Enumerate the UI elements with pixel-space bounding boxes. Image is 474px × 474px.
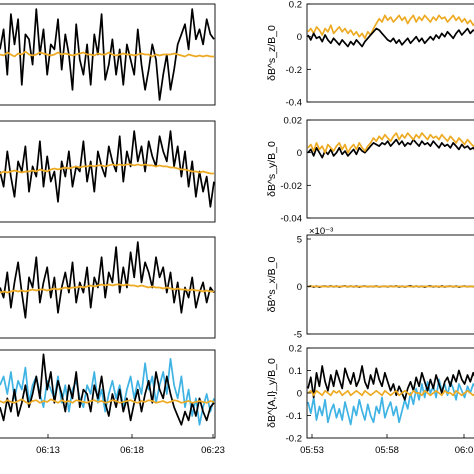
panel-left-3	[0, 236, 216, 339]
y-axis-label: δB^s_z/B_0	[266, 25, 278, 81]
x-tick-label: 06:23	[201, 445, 225, 456]
y-tick-label: -0.1	[286, 411, 302, 422]
y-tick-label: 0	[297, 389, 302, 400]
series-orange-line	[307, 389, 474, 397]
panel-right-2: 0.02 0 -0.02 -0.04 δB^s_y/B_0	[266, 116, 474, 225]
panel-right-4: 0.2 0.1 0 -0.1 -0.2 δB^{A,l}_y/B_0 05:53 05:58 0…	[266, 344, 474, 456]
panel-right-3: 5 0 -5 δB^s_x/B_0 ×10⁻³	[266, 226, 474, 341]
series-orange-line	[0, 283, 214, 294]
plot-frame	[306, 119, 474, 219]
y-tick-label: 0.2	[289, 0, 302, 11]
series-black-line	[307, 138, 474, 159]
axis-exponent-label: ×10⁻³	[309, 226, 333, 237]
series-orange-line	[0, 398, 215, 405]
x-tick-label: 06:0	[455, 445, 474, 456]
x-tick-label: 05:58	[375, 445, 399, 456]
series-black-line	[307, 365, 474, 401]
panel-left-4: 06:13 06:18 06:23	[0, 349, 225, 456]
plot-frame	[306, 3, 474, 103]
y-tick-label: 5	[297, 235, 302, 246]
plot-frame	[0, 236, 216, 339]
y-axis-label: δB^{A,l}_y/B_0	[266, 358, 278, 428]
plot-frame	[0, 349, 216, 439]
y-tick-label: -5	[294, 330, 302, 341]
y-axis-label: δB^s_x/B_0	[266, 256, 278, 312]
y-tick-label: -0.2	[286, 65, 302, 76]
y-tick-label: 0	[297, 148, 302, 159]
series-black-line	[0, 130, 215, 208]
series-orange-line	[307, 132, 474, 154]
series-blue-line	[0, 357, 215, 426]
y-tick-label: 0	[297, 282, 302, 293]
plot-frame	[0, 120, 216, 223]
series-orange-line	[0, 163, 214, 175]
panel-right-1: 0.2 0 -0.2 -0.4 δB^s_z/B_0	[266, 0, 474, 109]
y-tick-label: -0.2	[286, 434, 302, 445]
series-orange-line	[0, 50, 214, 58]
x-tick-label: 06:13	[36, 445, 60, 456]
y-tick-label: 0	[297, 32, 302, 43]
plot-frame	[0, 3, 216, 106]
y-tick-label: -0.02	[280, 181, 302, 192]
series-black-line	[0, 353, 215, 426]
y-tick-label: -0.4	[286, 98, 302, 109]
series-black-line	[0, 241, 215, 319]
series-black-line	[0, 8, 215, 101]
plot-frame	[306, 234, 474, 335]
series-black-line	[307, 27, 474, 48]
y-tick-label: -0.04	[280, 214, 302, 225]
y-axis-label: δB^s_y/B_0	[266, 141, 278, 197]
series-orange-line	[307, 14, 474, 40]
y-tick-label: 0.1	[289, 366, 302, 377]
x-tick-label: 06:18	[120, 445, 144, 456]
y-tick-label: 0.02	[284, 116, 303, 127]
panel-left-2	[0, 120, 216, 223]
panel-left-1	[0, 3, 216, 106]
x-tick-label: 05:53	[300, 445, 324, 456]
series-orange-line	[307, 285, 474, 288]
y-tick-label: 0.2	[289, 344, 302, 355]
